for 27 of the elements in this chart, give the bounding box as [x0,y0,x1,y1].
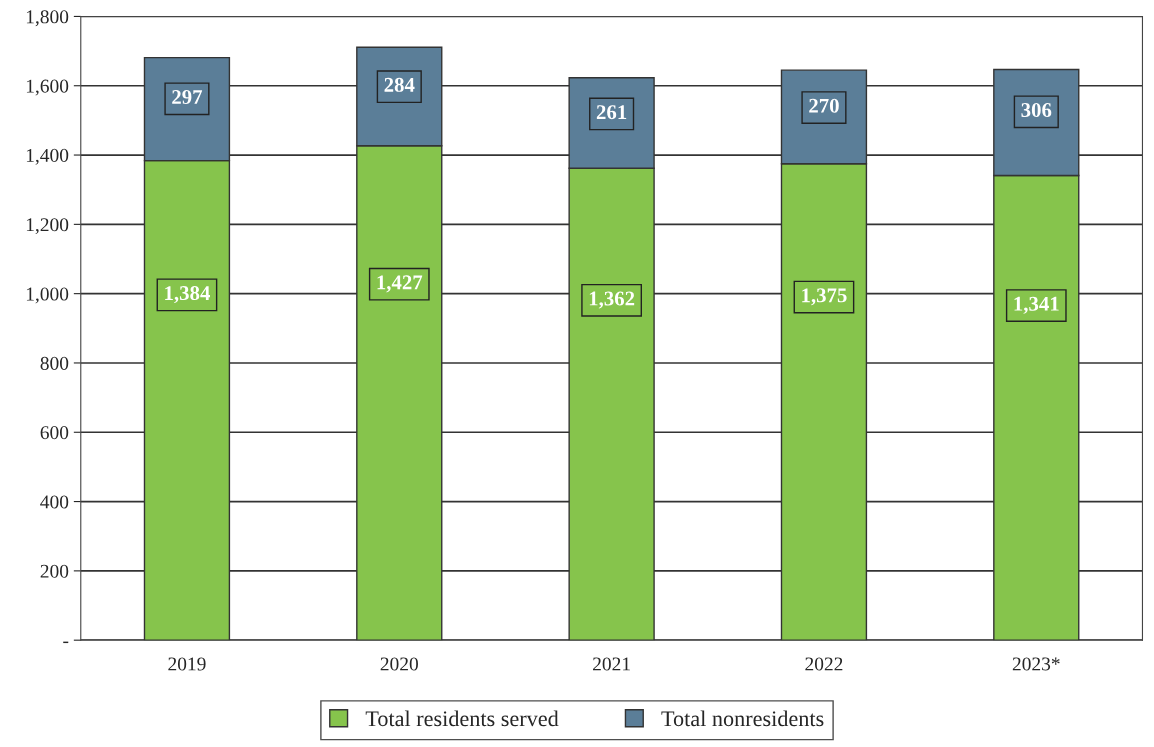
y-tick-label: 800 [40,356,69,370]
y-tick-label: 1,600 [26,79,69,96]
data-label: 270 [809,98,839,113]
x-tick-label: 2023* [1012,657,1060,671]
y-tick-label: 200 [40,564,69,578]
y-tick-label: 600 [40,426,69,440]
y-tick-label: 400 [40,495,69,509]
x-tick-label: 2022 [805,657,843,671]
x-tick-label: 2020 [380,657,418,671]
y-tick-label: 1,400 [26,148,69,165]
data-label: 1,362 [589,291,635,309]
data-label: 1,375 [802,288,847,306]
y-tick-label: 1,800 [26,10,69,27]
data-label: 1,341 [1014,296,1059,314]
data-label: 261 [596,105,627,120]
y-tick-label: 1,000 [26,287,69,304]
x-tick-label: 2019 [168,657,206,671]
data-label: 284 [384,77,415,92]
data-label: 306 [1021,103,1052,118]
data-label: 1,384 [165,286,210,304]
data-label: 297 [172,90,203,105]
legend-label: Total residents served [365,710,559,727]
x-tick-label: 2021 [593,657,630,671]
legend-label: Total nonresidents [661,710,824,727]
y-tick-label: 1,200 [26,218,69,235]
y-tick-label: - [63,641,69,644]
data-label: 1,427 [377,275,423,293]
